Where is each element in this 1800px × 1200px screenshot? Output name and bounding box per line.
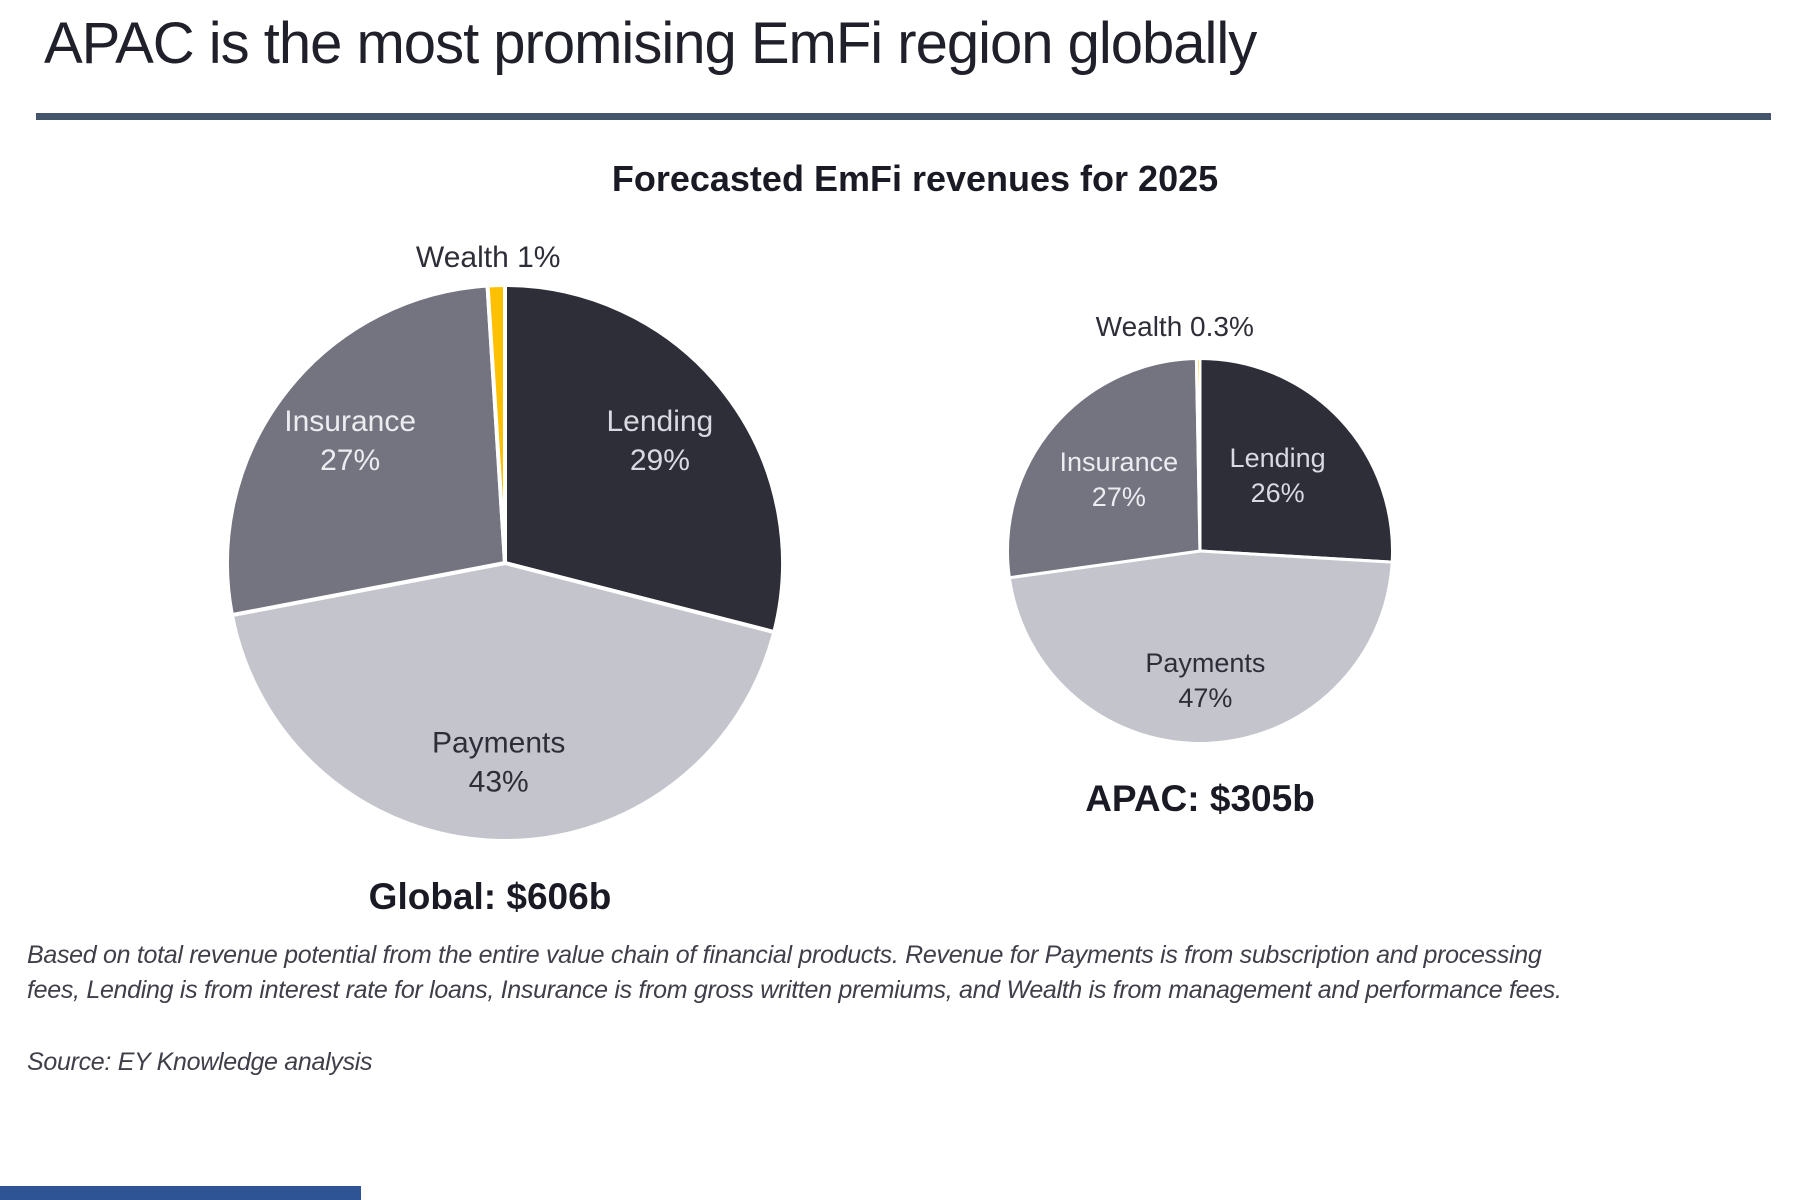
pie-caption-global: Global: $606b xyxy=(368,876,612,917)
footnote-line-1: Based on total revenue potential from th… xyxy=(27,941,1542,969)
pie-slice-lending-apac xyxy=(1198,357,1394,564)
pie-chart-global: Wealth 1% Lending 29% Payments 43% Insurance… xyxy=(225,241,785,963)
pie-label-payments-global: Payments 43% xyxy=(432,727,565,799)
source-note: Source: EY Knowledge analysis xyxy=(27,1048,373,1076)
pie-svg-apac: Lending 26% Payments 47% Insurance 27% xyxy=(1006,357,1394,745)
pie-svg-global: Lending 29% Payments 43% Insurance 27% xyxy=(225,283,785,843)
pie-slice-payments-apac xyxy=(1007,549,1394,745)
pie-label-lending-global: Lending 29% xyxy=(606,405,713,477)
pie-slice-payments-global xyxy=(229,561,777,843)
pie-label-lending-apac: Lending 26% xyxy=(1230,443,1326,508)
wealth-slice-label-apac: Wealth 0.3% xyxy=(1095,311,1254,342)
wealth-slice-label-global: Wealth 1% xyxy=(415,241,561,274)
pie-slice-wealth-global xyxy=(485,283,507,565)
pie-label-insurance-global: Insurance 27% xyxy=(284,405,416,477)
footnote-line-2: fees, Lending is from interest rate for … xyxy=(27,976,1562,1004)
page-title: APAC is the most promising EmFi region g… xyxy=(44,11,1257,76)
pie-label-payments-apac: Payments 47% xyxy=(1145,648,1265,713)
pie-chart-apac: Wealth 0.3% Lending 26% Payments 47% Insuran… xyxy=(1006,311,1394,857)
pie-slice-insurance-global xyxy=(225,283,507,618)
pie-slice-lending-global xyxy=(503,283,785,635)
pie-slice-wealth-apac xyxy=(1194,357,1202,553)
title-divider xyxy=(36,113,1771,120)
chart-title: Forecasted EmFi revenues for 2025 xyxy=(611,158,1219,199)
pie-caption-apac: APAC: $305b xyxy=(1085,778,1315,819)
pie-label-insurance-apac: Insurance 27% xyxy=(1060,447,1179,512)
bottom-accent-bar xyxy=(0,1186,361,1200)
footnote: Based on total revenue potential from th… xyxy=(27,938,1787,1008)
pie-slice-insurance-apac xyxy=(1006,357,1202,580)
